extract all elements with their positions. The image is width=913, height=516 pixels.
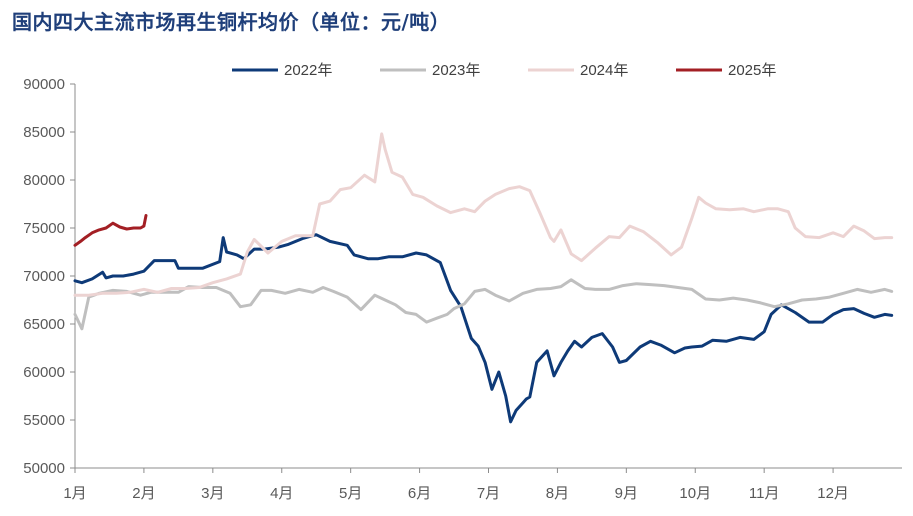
x-tick-label: 6月 [408, 485, 431, 502]
legend-label: 2025年 [728, 62, 776, 79]
x-tick-label: 1月 [63, 485, 86, 502]
y-tick-label: 55000 [23, 412, 65, 429]
y-tick-label: 80000 [23, 172, 65, 189]
y-tick-label: 90000 [23, 76, 65, 93]
legend-label: 2022年 [284, 62, 332, 79]
x-tick-label: 4月 [270, 485, 293, 502]
x-tick-label: 9月 [615, 485, 638, 502]
x-tick-label: 3月 [201, 485, 224, 502]
legend: 2022年 2023年 2024年 2025年 [232, 62, 776, 79]
y-tick-label: 85000 [23, 124, 65, 141]
x-tick-label: 2月 [132, 485, 155, 502]
chart-title: 国内四大主流市场再生铜杆均价（单位：元/吨） [12, 10, 451, 34]
x-tick-label: 7月 [477, 485, 500, 502]
legend-label: 2024年 [580, 62, 628, 79]
x-tick-label: 5月 [339, 485, 362, 502]
x-tick-label: 8月 [546, 485, 569, 502]
series-layer [73, 132, 894, 424]
series-line-1 [73, 233, 894, 424]
y-tick-label: 70000 [23, 268, 65, 285]
y-tick-label: 60000 [23, 364, 65, 381]
y-tick-label: 65000 [23, 316, 65, 333]
series-line-4 [73, 214, 148, 247]
y-tick-label: 50000 [23, 460, 65, 477]
series-line-3 [73, 132, 894, 297]
x-tick-label: 12月 [817, 485, 849, 502]
legend-label: 2023年 [432, 62, 480, 79]
x-tick-label: 11月 [749, 485, 780, 502]
series-line-2 [73, 278, 894, 331]
x-tick-label: 10月 [679, 485, 711, 502]
y-tick-label: 75000 [23, 220, 65, 237]
axes: 50000 55000 60000 65000 70000 75000 80000 85000… [23, 76, 902, 502]
